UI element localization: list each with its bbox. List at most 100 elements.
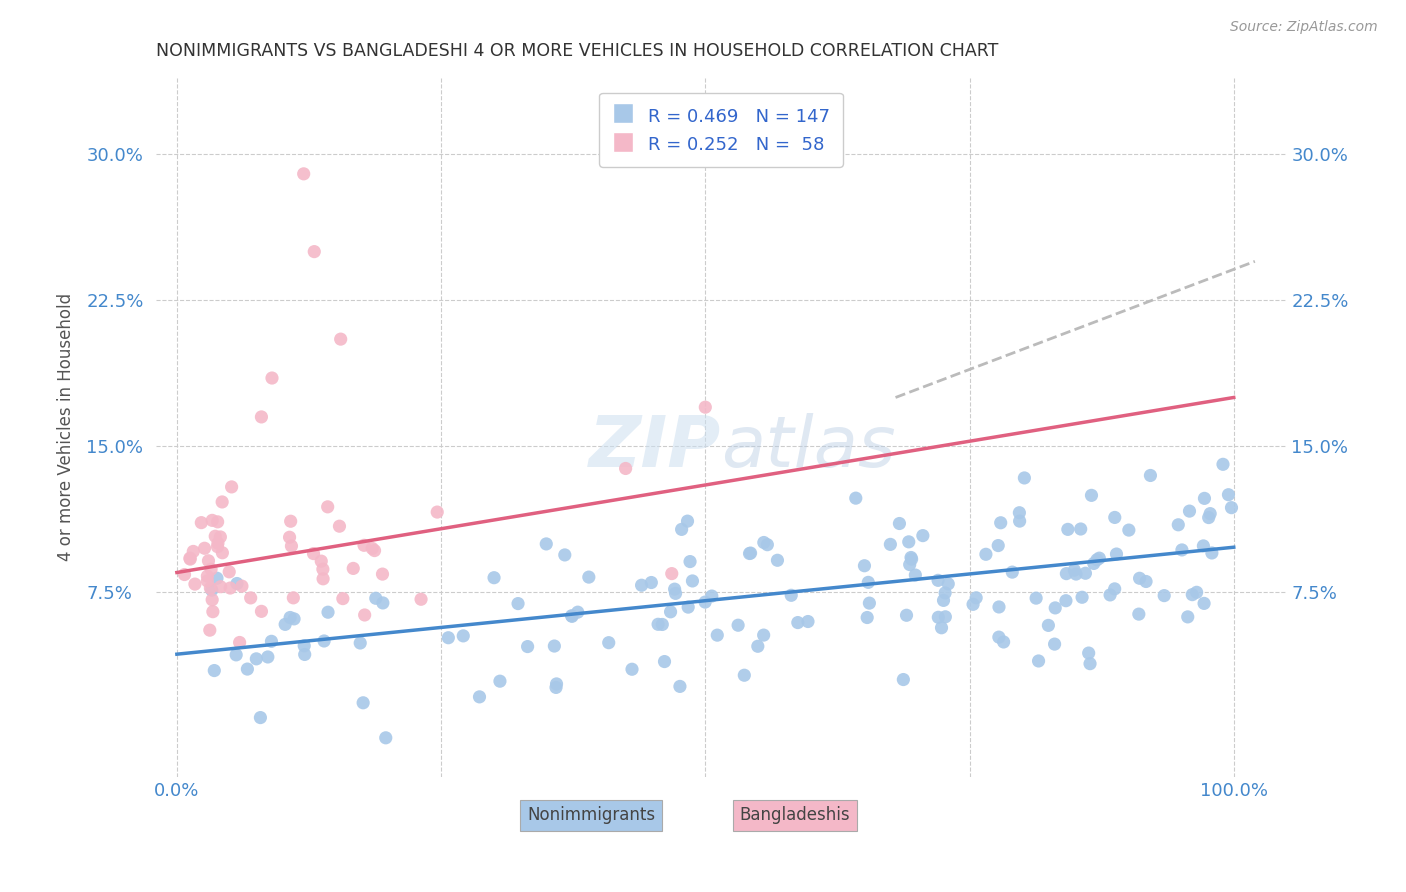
Point xyxy=(752,628,775,642)
Point xyxy=(934,586,956,600)
Point xyxy=(173,567,195,582)
Point xyxy=(598,635,620,649)
Legend: R = 0.469   N = 147, R = 0.252   N =  58: R = 0.469 N = 147, R = 0.252 N = 58 xyxy=(599,93,842,167)
Point xyxy=(363,543,385,558)
Point xyxy=(349,636,371,650)
Point xyxy=(780,588,803,602)
Point xyxy=(561,609,583,624)
Point xyxy=(250,409,273,424)
Point xyxy=(207,536,229,550)
Point xyxy=(195,569,218,583)
Point xyxy=(536,537,558,551)
Point xyxy=(260,371,283,385)
Point xyxy=(280,514,302,528)
Point xyxy=(900,552,922,566)
Point xyxy=(659,605,682,619)
Point xyxy=(209,530,232,544)
Point xyxy=(889,516,911,531)
Point xyxy=(1185,585,1208,599)
Point xyxy=(681,574,703,588)
Point xyxy=(201,605,224,619)
Point xyxy=(292,167,315,181)
Point xyxy=(974,547,997,561)
Point xyxy=(257,650,280,665)
Point xyxy=(700,589,723,603)
Point xyxy=(1135,574,1157,589)
Point xyxy=(752,535,775,549)
Point xyxy=(329,332,352,346)
Point xyxy=(1139,468,1161,483)
Point xyxy=(468,690,491,704)
Point xyxy=(312,572,335,586)
Point xyxy=(1177,610,1199,624)
Point xyxy=(260,634,283,648)
Point xyxy=(239,591,262,605)
Point xyxy=(853,558,876,573)
Point xyxy=(1192,539,1215,553)
Point xyxy=(1077,646,1099,660)
Point xyxy=(679,555,702,569)
Point xyxy=(651,617,673,632)
Point xyxy=(1045,601,1067,615)
Point xyxy=(988,599,1011,614)
Point xyxy=(201,583,224,598)
Point xyxy=(797,615,820,629)
Point xyxy=(927,574,949,588)
Text: Source: ZipAtlas.com: Source: ZipAtlas.com xyxy=(1230,20,1378,34)
Text: Bangladeshis: Bangladeshis xyxy=(740,806,851,824)
Point xyxy=(1198,510,1220,524)
Point xyxy=(858,575,880,590)
Point xyxy=(314,634,336,648)
Point xyxy=(181,544,204,558)
Point xyxy=(1129,571,1152,585)
Point xyxy=(283,612,305,626)
Point xyxy=(1118,523,1140,537)
Point xyxy=(1218,488,1240,502)
Point xyxy=(195,574,218,588)
Point xyxy=(353,538,375,552)
Point xyxy=(896,608,918,623)
Point xyxy=(965,591,987,605)
Point xyxy=(371,596,394,610)
Point xyxy=(987,539,1010,553)
Point xyxy=(204,529,226,543)
Point xyxy=(1074,566,1097,581)
Point xyxy=(904,568,927,582)
Point xyxy=(371,567,394,582)
Point xyxy=(1008,514,1031,528)
Point xyxy=(987,630,1010,644)
Point xyxy=(236,662,259,676)
Point xyxy=(676,514,699,528)
Point xyxy=(207,515,229,529)
Point xyxy=(332,591,354,606)
Point xyxy=(274,617,297,632)
Point xyxy=(676,600,699,615)
Point xyxy=(361,541,384,556)
Point xyxy=(184,577,207,591)
Point xyxy=(353,607,375,622)
Point xyxy=(200,581,222,595)
Point xyxy=(671,522,693,536)
Point xyxy=(1099,588,1122,602)
Point xyxy=(316,605,339,619)
Point xyxy=(1025,591,1047,606)
Point xyxy=(911,528,934,542)
Point xyxy=(1171,543,1194,558)
Point xyxy=(1085,553,1108,567)
Text: Nonimmigrants: Nonimmigrants xyxy=(527,806,655,824)
Point xyxy=(669,680,692,694)
Point xyxy=(1080,488,1102,502)
Point xyxy=(621,662,644,676)
Point xyxy=(647,617,669,632)
Point xyxy=(1128,607,1150,621)
Point xyxy=(1064,567,1087,582)
Point xyxy=(280,539,302,553)
Point xyxy=(1083,557,1105,571)
Point xyxy=(516,640,538,654)
Point xyxy=(1220,500,1243,515)
Point xyxy=(1043,637,1066,651)
Point xyxy=(1212,458,1234,472)
Point xyxy=(179,551,201,566)
Point xyxy=(927,610,949,624)
Point xyxy=(706,628,728,642)
